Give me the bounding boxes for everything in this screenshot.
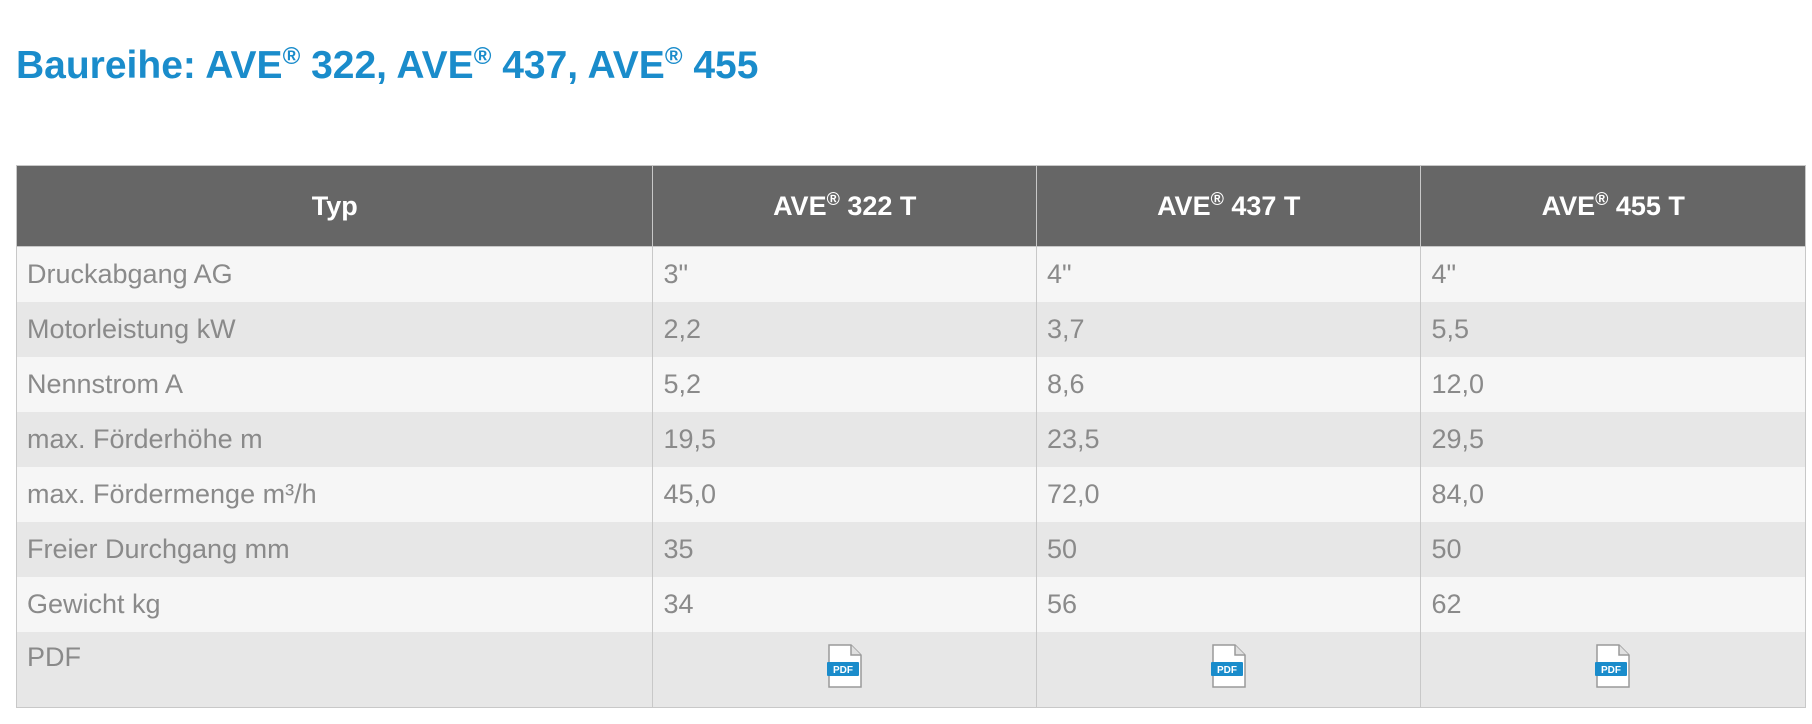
registered-mark: ® xyxy=(1595,188,1609,209)
registered-mark: ® xyxy=(664,43,683,70)
cell-value: 5,5 xyxy=(1420,302,1806,357)
cell-value: 56 xyxy=(1035,577,1422,632)
cell-value: 23,5 xyxy=(1035,412,1422,467)
pdf-file-icon[interactable]: PDF xyxy=(1595,644,1631,695)
row-label: Motorleistung kW xyxy=(15,302,654,357)
cell-value: 29,5 xyxy=(1420,412,1806,467)
cell-value: 3,7 xyxy=(1035,302,1422,357)
pdf-cell: PDF xyxy=(1035,632,1422,708)
cell-value: 4" xyxy=(1035,246,1422,302)
cell-value: 84,0 xyxy=(1420,467,1806,522)
pdf-file-icon[interactable]: PDF xyxy=(826,644,863,695)
model-suffix: 455 T xyxy=(1608,190,1685,221)
row-label: Nennstrom A xyxy=(15,357,654,412)
table-row: Freier Durchgang mm 35 50 50 xyxy=(15,522,1806,577)
table-row: max. Förderhöhe m 19,5 23,5 29,5 xyxy=(15,412,1806,467)
cell-value: 35 xyxy=(652,522,1037,577)
svg-text:PDF: PDF xyxy=(1601,665,1621,676)
cell-value: 45,0 xyxy=(652,467,1037,522)
row-label: PDF xyxy=(15,632,654,708)
row-label: max. Fördermenge m³/h xyxy=(15,467,654,522)
title-prefix: Baureihe: AVE xyxy=(16,44,283,87)
title-part: 437, AVE xyxy=(491,44,665,87)
model-name: AVE xyxy=(1541,190,1596,221)
header-typ: Typ xyxy=(15,165,654,247)
row-label: Freier Durchgang mm xyxy=(15,522,654,577)
registered-mark: ® xyxy=(826,188,840,209)
row-label: Gewicht kg xyxy=(15,577,654,632)
table-header-row: Typ AVE® 322 T AVE® 437 T AVE® 455 T xyxy=(15,165,1806,247)
title-part: 455 xyxy=(682,44,759,87)
row-label: Druckabgang AG xyxy=(15,246,654,302)
table-row-pdf: PDF PDF xyxy=(15,632,1806,708)
cell-value: 2,2 xyxy=(652,302,1037,357)
cell-value: 8,6 xyxy=(1035,357,1422,412)
table-row: max. Fördermenge m³/h 45,0 72,0 84,0 xyxy=(15,467,1806,522)
pdf-file-icon[interactable]: PDF xyxy=(1210,644,1247,695)
cell-value: 19,5 xyxy=(652,412,1037,467)
model-suffix: 322 T xyxy=(839,190,917,221)
pdf-cell: PDF xyxy=(652,632,1037,708)
model-suffix: 437 T xyxy=(1223,190,1301,221)
cell-value: 5,2 xyxy=(652,357,1037,412)
header-model-455: AVE® 455 T xyxy=(1420,165,1806,247)
cell-value: 3" xyxy=(652,246,1037,302)
table-row: Motorleistung kW 2,2 3,7 5,5 xyxy=(15,302,1806,357)
header-model-437: AVE® 437 T xyxy=(1035,165,1422,247)
cell-value: 34 xyxy=(652,577,1037,632)
model-name: AVE xyxy=(1157,190,1211,221)
table-row: Druckabgang AG 3" 4" 4" xyxy=(15,246,1806,302)
row-label: max. Förderhöhe m xyxy=(15,412,654,467)
model-name: AVE xyxy=(773,190,827,221)
registered-mark: ® xyxy=(282,43,301,70)
registered-mark: ® xyxy=(473,43,492,70)
page-title: Baureihe: AVE® 322, AVE® 437, AVE® 455 xyxy=(16,44,758,88)
cell-value: 50 xyxy=(1420,522,1806,577)
cell-value: 62 xyxy=(1420,577,1806,632)
registered-mark: ® xyxy=(1210,188,1224,209)
cell-value: 12,0 xyxy=(1420,357,1806,412)
table-row: Gewicht kg 34 56 62 xyxy=(15,577,1806,632)
pdf-cell: PDF xyxy=(1420,632,1806,708)
spec-table: Typ AVE® 322 T AVE® 437 T AVE® 455 T Dru… xyxy=(15,165,1806,708)
title-part: 322, AVE xyxy=(300,44,474,87)
cell-value: 72,0 xyxy=(1035,467,1422,522)
cell-value: 50 xyxy=(1035,522,1422,577)
svg-text:PDF: PDF xyxy=(833,665,853,676)
cell-value: 4" xyxy=(1420,246,1806,302)
svg-text:PDF: PDF xyxy=(1217,665,1237,676)
table-row: Nennstrom A 5,2 8,6 12,0 xyxy=(15,357,1806,412)
header-model-322: AVE® 322 T xyxy=(652,165,1037,247)
